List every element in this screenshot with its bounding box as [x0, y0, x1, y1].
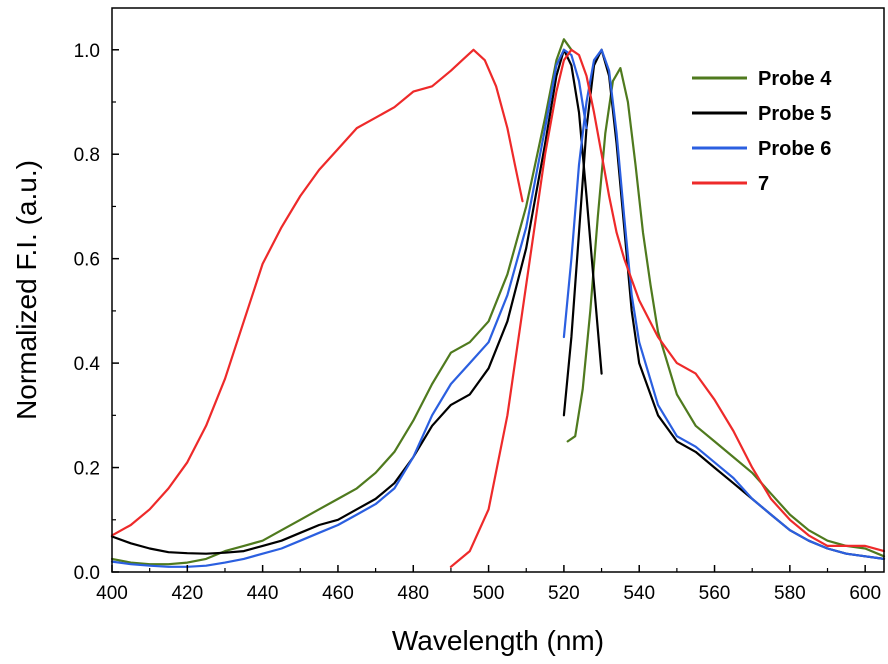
x-tick-label: 600 — [849, 583, 881, 604]
series-line-2-segment-1 — [110, 48, 603, 555]
x-tick-label: 460 — [322, 583, 354, 604]
y-tick-label: 0.4 — [74, 354, 101, 375]
series-line-2-segment-2 — [562, 48, 886, 561]
legend-label: Probe 5 — [758, 103, 831, 125]
legend-label: 7 — [758, 173, 769, 195]
series-line-1-segment-1 — [110, 38, 573, 566]
legend: Probe 4 Probe 5 Probe 6 7 — [692, 68, 832, 195]
x-tick-label: 580 — [774, 583, 806, 604]
plot-lines — [110, 38, 886, 568]
x-axis-ticks: 400 420 440 460 480 500 520 540 560 580 600 — [96, 565, 881, 604]
series-line-1-segment-2 — [566, 66, 886, 558]
y-tick-label: 1.0 — [74, 41, 100, 62]
x-tick-label: 440 — [247, 583, 279, 604]
series-line-4-segment-2 — [449, 48, 886, 568]
y-axis-title: Normalized F.I. (a.u.) — [11, 160, 42, 420]
x-tick-label: 540 — [623, 583, 655, 604]
plot-frame — [111, 7, 885, 573]
y-axis-ticks: 0.0 0.2 0.4 0.6 0.8 1.0 — [74, 41, 119, 584]
y-tick-label: 0.0 — [74, 563, 100, 584]
x-tick-label: 560 — [699, 583, 731, 604]
legend-label: Probe 4 — [758, 68, 832, 90]
x-tick-label: 520 — [548, 583, 580, 604]
x-tick-label: 480 — [397, 583, 429, 604]
y-tick-label: 0.6 — [74, 250, 100, 271]
y-tick-label: 0.8 — [74, 145, 100, 166]
y-tick-label: 0.2 — [74, 459, 100, 480]
series-line-4-segment-1 — [110, 48, 524, 537]
x-axis-title: Wavelength (nm) — [392, 625, 604, 656]
series-line-3-segment-1 — [110, 48, 588, 568]
x-tick-label: 500 — [473, 583, 505, 604]
legend-label: Probe 6 — [758, 138, 831, 160]
x-tick-label: 400 — [96, 583, 128, 604]
series-line-3-segment-2 — [562, 48, 886, 561]
x-tick-label: 420 — [171, 583, 203, 604]
